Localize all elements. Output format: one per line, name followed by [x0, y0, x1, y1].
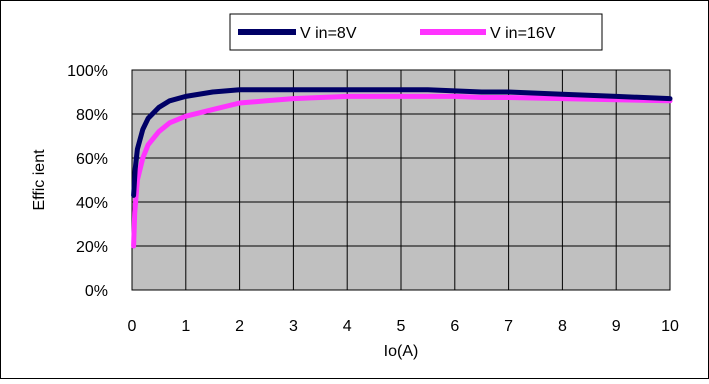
y-tick-label: 80% — [76, 107, 108, 124]
legend-label-vin-8v: V in=8V — [300, 25, 357, 42]
legend-label-vin-16v: V in=16V — [490, 25, 556, 42]
y-tick-label: 40% — [76, 195, 108, 212]
x-tick-label: 7 — [504, 318, 513, 335]
x-axis-label: Io(A) — [384, 343, 419, 360]
y-tick-label: 100% — [67, 63, 108, 80]
x-tick-label: 8 — [558, 318, 567, 335]
grid-lines — [131, 69, 671, 291]
x-tick-label: 3 — [289, 318, 298, 335]
x-tick-label: 9 — [612, 318, 621, 335]
legend: V in=8V V in=16V — [229, 13, 603, 51]
series-layer — [131, 87, 673, 249]
x-tick-label: 10 — [661, 318, 679, 335]
series-line-vin-8v — [131, 87, 673, 198]
y-tick-label: 60% — [76, 151, 108, 168]
x-axis-ticks: 0 1 2 3 4 5 6 7 8 9 10 — [128, 318, 679, 335]
y-axis-label: Effic ient — [31, 149, 48, 211]
series-line-vin-16v — [131, 93, 673, 249]
x-tick-label: 4 — [343, 318, 352, 335]
y-axis-ticks: 0% 20% 40% 60% 80% 100% — [67, 63, 108, 300]
x-tick-label: 1 — [181, 318, 190, 335]
x-tick-label: 6 — [450, 318, 459, 335]
x-tick-label: 0 — [128, 318, 137, 335]
x-tick-label: 2 — [235, 318, 244, 335]
y-tick-label: 0% — [85, 283, 108, 300]
x-tick-label: 5 — [397, 318, 406, 335]
y-tick-label: 20% — [76, 239, 108, 256]
